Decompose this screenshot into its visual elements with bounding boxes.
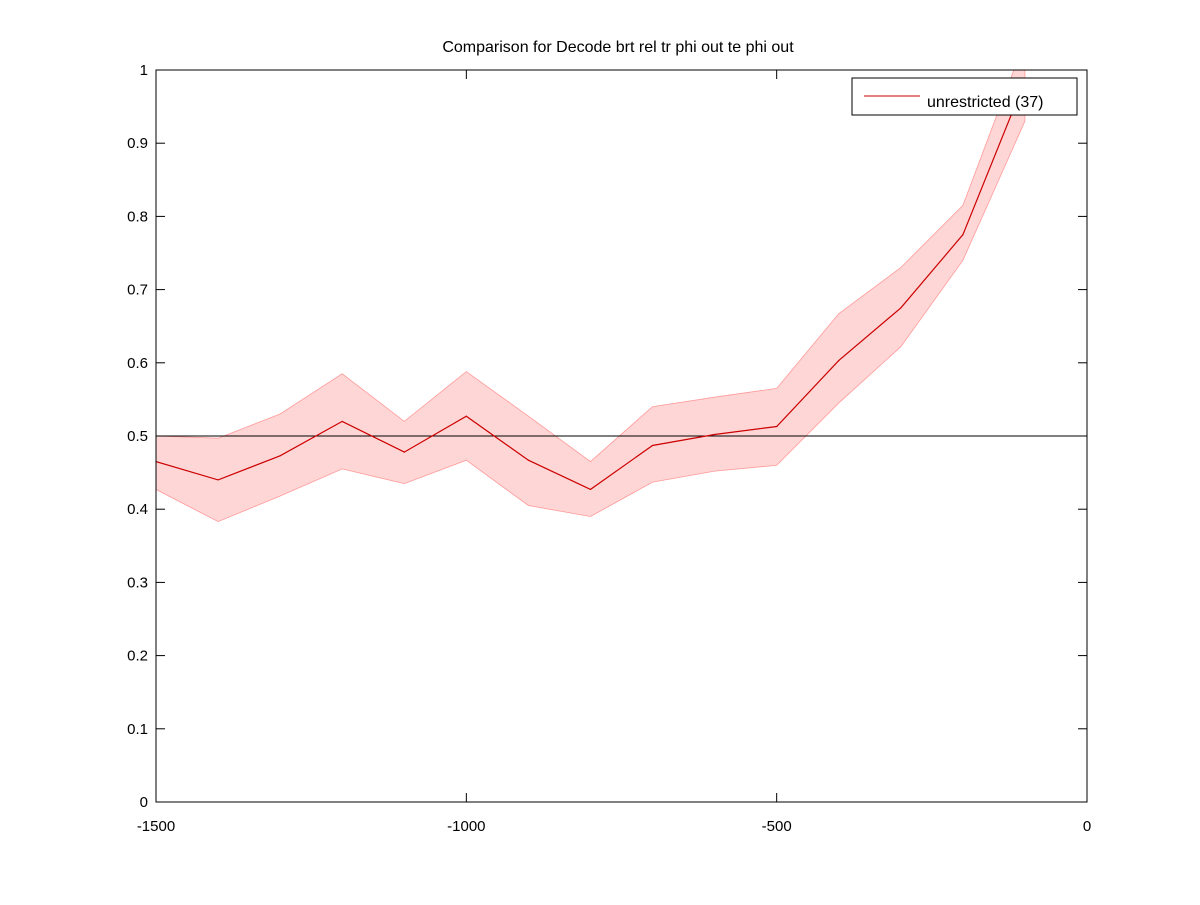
legend-box [851, 77, 1078, 116]
data-point [651, 444, 654, 447]
data-point [217, 479, 219, 481]
data-point [714, 433, 716, 436]
y-tick-label: 0.6 [127, 355, 148, 372]
y-tick-label: 0.1 [127, 721, 148, 738]
data-point [527, 459, 530, 461]
x-tick-label: -500 [762, 818, 792, 835]
data-point [341, 420, 343, 422]
confidence-band [156, 70, 1026, 523]
axis-ticks [155, 69, 1088, 803]
y-tick-label: 0.8 [127, 208, 148, 225]
y-tick-label: 1 [140, 62, 148, 79]
x-tick-label: -1500 [137, 818, 175, 835]
x-tick-label: 0 [1083, 818, 1091, 835]
x-tick-label: -1000 [447, 818, 485, 835]
data-point [279, 455, 281, 457]
y-tick-label: 0.7 [127, 282, 148, 299]
data-point [403, 451, 405, 453]
plot-area [156, 70, 1087, 523]
y-tick-label: 0.2 [127, 648, 148, 665]
y-tick-label: 0 [140, 794, 148, 811]
y-tick-label: 0.4 [127, 501, 148, 518]
data-point [900, 307, 902, 309]
data-point [838, 360, 840, 362]
legend-label-unrestricted: unrestricted (37) [927, 94, 1044, 111]
y-tick-label: 0.9 [127, 135, 148, 152]
axis-tick-labels: -1500 -1000 -500 0 0 0.1 0.2 0.3 0.4 0.5 0.6 0.7 0.8… [127, 62, 1091, 835]
chart-title: Comparison for Decode brt rel tr phi out… [442, 39, 794, 56]
data-point [962, 234, 964, 236]
data-point [465, 415, 467, 417]
data-point [589, 488, 592, 491]
legend: unrestricted (37) [851, 77, 1078, 116]
y-tick-label: 0.5 [127, 428, 148, 445]
y-tick-label: 0.3 [127, 574, 148, 591]
data-point [776, 425, 778, 428]
